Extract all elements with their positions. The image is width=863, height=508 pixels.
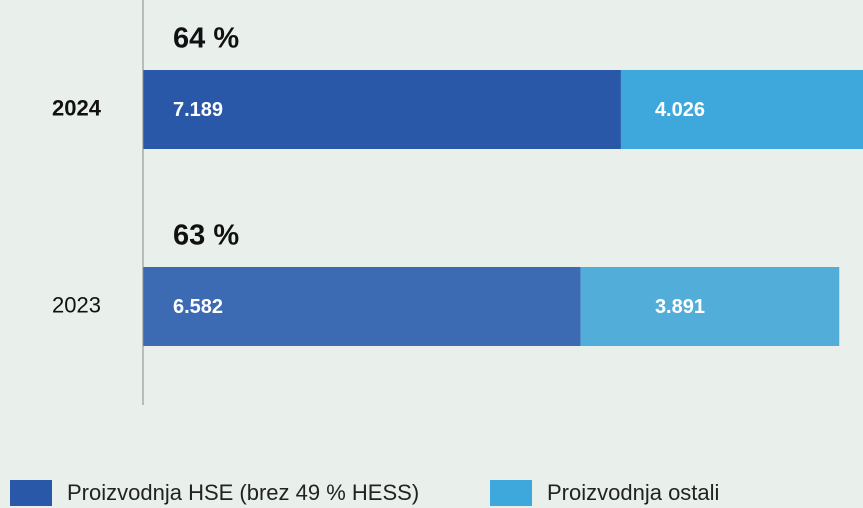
bar-segment bbox=[620, 70, 863, 149]
value-label: 7.189 bbox=[173, 99, 223, 121]
bar-segment bbox=[143, 70, 621, 149]
value-label: 4.026 bbox=[655, 99, 705, 121]
share-annotation: 63 % bbox=[173, 220, 239, 252]
value-label: 6.582 bbox=[173, 296, 223, 318]
bar-segment bbox=[143, 267, 581, 346]
bar-segment bbox=[580, 267, 840, 346]
share-annotation: 64 % bbox=[173, 23, 239, 55]
legend-label: Proizvodnja HSE (brez 49 % HESS) bbox=[67, 480, 419, 505]
legend-swatch bbox=[490, 480, 532, 506]
value-label: 3.891 bbox=[655, 296, 705, 318]
legend-label: Proizvodnja ostali bbox=[547, 480, 719, 505]
category-label: 2024 bbox=[52, 95, 102, 120]
category-label: 2023 bbox=[52, 292, 101, 317]
legend-swatch bbox=[10, 480, 52, 506]
